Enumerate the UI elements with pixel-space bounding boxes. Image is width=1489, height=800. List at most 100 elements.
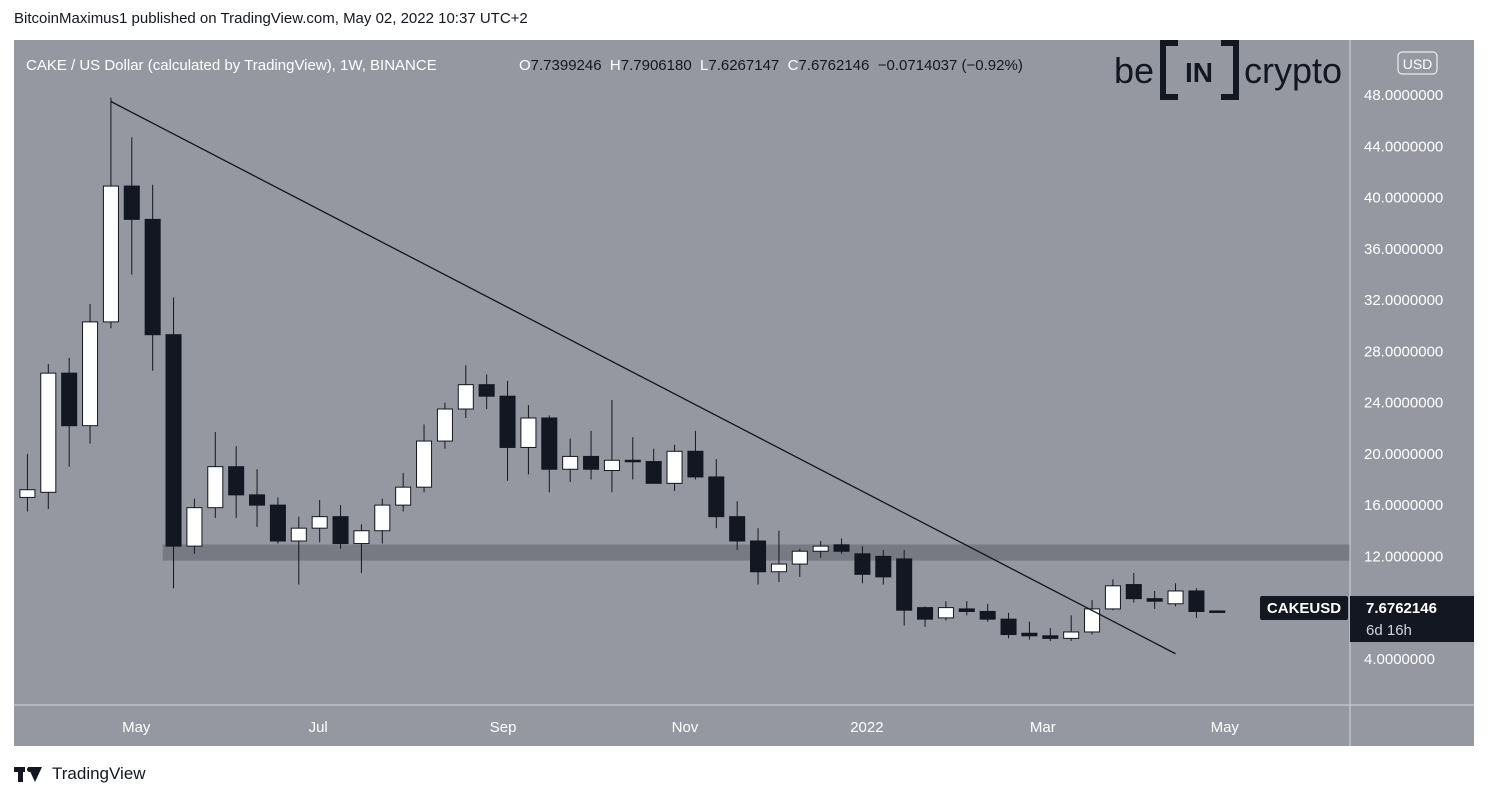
legend-change: −0.0714037 (−0.92%) xyxy=(878,57,1023,74)
currency-button-label: USD xyxy=(1403,56,1433,72)
candle-body xyxy=(896,558,913,611)
candle xyxy=(19,453,36,512)
candle-body xyxy=(917,607,934,620)
candle-body xyxy=(374,504,391,532)
watermark-box-right-bracket xyxy=(1233,40,1239,100)
candle xyxy=(353,524,370,574)
ticker-badge-bg xyxy=(1260,596,1348,620)
trendline-layer xyxy=(110,100,1176,655)
candle xyxy=(82,303,99,444)
price-tick-label: 44.0000000 xyxy=(1364,138,1443,155)
candle xyxy=(332,505,349,549)
candle xyxy=(1167,583,1184,607)
time-tick-label: Sep xyxy=(490,719,517,736)
time-tick-label: 2022 xyxy=(850,719,883,736)
candle-body xyxy=(1167,590,1184,605)
candle-body xyxy=(645,461,662,484)
ticker-badge: CAKEUSD xyxy=(1267,600,1341,617)
candle xyxy=(979,603,996,622)
candle xyxy=(61,357,78,467)
candle-body xyxy=(854,553,871,575)
legend-h-value: 7.7906180 xyxy=(621,57,692,74)
last-price-label: CAKEUSD 7.6762146 6d 16h xyxy=(1260,596,1474,642)
price-axis[interactable]: 48.0000000 44.0000000 40.0000000 36.0000000… xyxy=(1364,87,1443,668)
price-tick-label: 16.0000000 xyxy=(1364,497,1443,514)
candle xyxy=(1188,588,1205,618)
candlestick-chart[interactable]: CAKE / US Dollar (calculated by TradingV… xyxy=(14,40,1474,746)
candle xyxy=(311,499,328,543)
candles-layer xyxy=(19,97,1226,641)
candle xyxy=(645,448,662,484)
price-badge-countdown: 6d 16h xyxy=(1366,622,1412,639)
candle-body xyxy=(207,466,224,509)
candle-body xyxy=(186,507,203,547)
candle xyxy=(937,601,954,621)
price-tick-label: 20.0000000 xyxy=(1364,446,1443,463)
candle-body xyxy=(875,555,892,578)
price-tick-label: 4.0000000 xyxy=(1364,651,1435,668)
candle xyxy=(729,501,746,550)
candle-body xyxy=(666,450,683,484)
footer-brand: TradingView xyxy=(52,764,146,783)
candle-body xyxy=(770,563,787,573)
price-tick-label: 36.0000000 xyxy=(1364,241,1443,258)
candle-body xyxy=(1042,635,1059,639)
candle-body xyxy=(144,218,161,336)
time-axis[interactable]: May Jul Sep Nov 2022 Mar May xyxy=(122,719,1239,736)
candle xyxy=(1146,590,1163,609)
candle-body xyxy=(979,610,996,620)
candle-body xyxy=(1146,598,1163,602)
chart-area[interactable]: CAKE / US Dollar (calculated by TradingV… xyxy=(14,40,1474,746)
watermark-box-left-bracket xyxy=(1160,40,1166,100)
tradingview-logo-icon xyxy=(14,763,44,785)
candle xyxy=(123,137,140,275)
candle-body xyxy=(1021,632,1038,637)
candle-body xyxy=(708,476,725,518)
time-tick-label: Nov xyxy=(672,719,699,736)
candle-body xyxy=(729,516,746,542)
candle-body xyxy=(311,516,328,529)
candle-body xyxy=(269,504,286,542)
currency-button[interactable]: USD xyxy=(1397,51,1438,75)
watermark-box-top-left xyxy=(1160,40,1178,46)
candle xyxy=(1084,599,1101,635)
candle-body xyxy=(102,185,119,323)
candle-body xyxy=(1209,610,1226,613)
candle xyxy=(40,364,57,509)
candle xyxy=(541,415,558,493)
candle-body xyxy=(583,455,600,470)
candle-body xyxy=(812,545,829,552)
candle xyxy=(228,446,245,518)
candle xyxy=(1104,579,1121,611)
candle xyxy=(395,473,412,512)
candle xyxy=(144,184,161,371)
candle-body xyxy=(82,321,99,427)
candle-body xyxy=(1063,631,1080,639)
watermark-box-bottom-right xyxy=(1221,94,1239,100)
candle xyxy=(207,432,224,518)
candle-body xyxy=(123,185,140,220)
candle-body xyxy=(19,489,36,498)
candle xyxy=(499,380,516,481)
candle xyxy=(436,402,453,449)
candle xyxy=(290,516,307,585)
price-badge-value: 7.6762146 xyxy=(1366,600,1437,617)
watermark-boxed: IN xyxy=(1185,57,1213,88)
legend-o-value: 7.7399246 xyxy=(531,57,602,74)
candle xyxy=(750,528,767,585)
candle xyxy=(958,601,975,616)
candle-body xyxy=(40,372,57,493)
candle-body xyxy=(937,607,954,619)
candle xyxy=(1000,612,1017,639)
candle xyxy=(708,458,725,529)
candle-body xyxy=(1188,590,1205,612)
candle xyxy=(583,430,600,480)
legend-l-value: 7.6267147 xyxy=(708,57,779,74)
candle-body xyxy=(436,408,453,442)
candle xyxy=(1125,573,1142,603)
legend-ohlc: O7.7399246 H7.7906180 L7.6267147 C7.6762… xyxy=(519,57,1023,74)
legend-o-label: O xyxy=(519,57,531,74)
legend-symbol: CAKE / US Dollar (calculated by TradingV… xyxy=(26,57,437,74)
candle-body xyxy=(332,516,349,545)
candle xyxy=(917,606,934,627)
